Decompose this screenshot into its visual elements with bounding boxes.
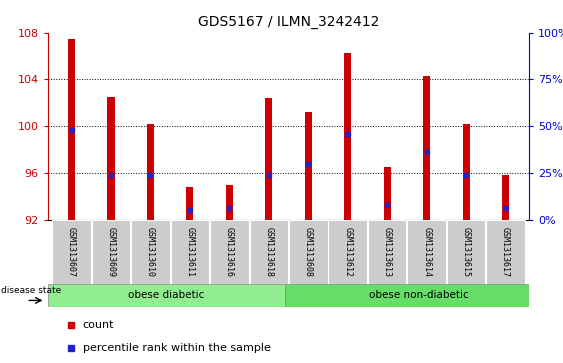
Text: count: count [83, 321, 114, 330]
FancyBboxPatch shape [92, 220, 130, 285]
FancyBboxPatch shape [249, 220, 288, 285]
FancyBboxPatch shape [408, 220, 446, 285]
FancyBboxPatch shape [131, 220, 169, 285]
Bar [147, 124, 154, 220]
Text: GSM1313607: GSM1313607 [67, 227, 76, 277]
FancyBboxPatch shape [328, 220, 367, 285]
Text: GSM1313617: GSM1313617 [501, 227, 510, 277]
Bar [305, 112, 312, 220]
Text: GSM1313616: GSM1313616 [225, 227, 234, 277]
Title: GDS5167 / ILMN_3242412: GDS5167 / ILMN_3242412 [198, 15, 379, 29]
Text: GSM1313613: GSM1313613 [383, 227, 392, 277]
Text: GSM1313609: GSM1313609 [106, 227, 115, 277]
Text: percentile rank within the sample: percentile rank within the sample [83, 343, 270, 352]
Text: GSM1313614: GSM1313614 [422, 227, 431, 277]
Text: GSM1313608: GSM1313608 [304, 227, 313, 277]
FancyBboxPatch shape [368, 220, 406, 285]
Text: GSM1313615: GSM1313615 [462, 227, 471, 277]
Text: GSM1313611: GSM1313611 [185, 227, 194, 277]
Text: GSM1313612: GSM1313612 [343, 227, 352, 277]
FancyBboxPatch shape [171, 220, 209, 285]
Bar [186, 187, 194, 220]
FancyBboxPatch shape [486, 220, 525, 285]
Text: disease state: disease state [1, 286, 61, 295]
Bar [463, 124, 470, 220]
FancyBboxPatch shape [48, 284, 284, 307]
Bar [383, 167, 391, 220]
Bar [68, 38, 75, 220]
Text: obese diabetic: obese diabetic [128, 290, 204, 301]
Text: GSM1313610: GSM1313610 [146, 227, 155, 277]
Text: GSM1313618: GSM1313618 [264, 227, 273, 277]
Bar [265, 98, 272, 220]
FancyBboxPatch shape [284, 284, 529, 307]
Text: obese non-diabetic: obese non-diabetic [369, 290, 468, 301]
FancyBboxPatch shape [210, 220, 249, 285]
FancyBboxPatch shape [447, 220, 485, 285]
Bar [502, 175, 509, 220]
Bar [344, 53, 351, 220]
Bar [226, 184, 233, 220]
Bar [423, 76, 430, 220]
FancyBboxPatch shape [52, 220, 91, 285]
Bar [108, 97, 114, 220]
FancyBboxPatch shape [289, 220, 328, 285]
